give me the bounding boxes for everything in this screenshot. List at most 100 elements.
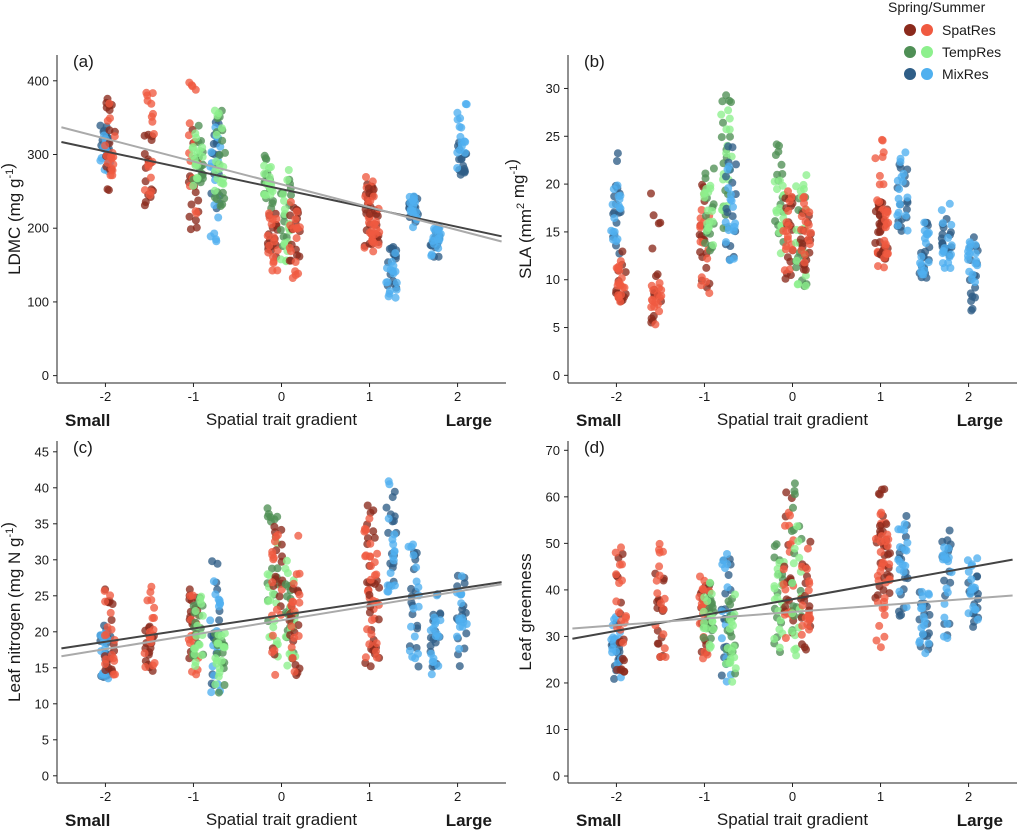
data-point-spatres-summer — [268, 578, 277, 587]
data-point-spatres-summer — [100, 586, 109, 595]
data-point-spatres-summer — [880, 632, 889, 641]
data-point-mixres-summer — [924, 639, 933, 648]
data-point-mixres-summer — [608, 200, 617, 209]
data-point-mixres-spring — [610, 674, 619, 683]
data-point-spatres-spring — [620, 656, 628, 665]
data-point-spatres-summer — [655, 539, 664, 548]
data-point-mixres-summer — [973, 554, 982, 563]
y-axis-title: SLA (mm2 mg-1) — [502, 159, 535, 279]
data-point-tempres-summer — [789, 559, 798, 568]
data-point-spatres-summer — [697, 206, 706, 214]
data-point-spatres-summer — [873, 196, 882, 205]
data-point-spatres-summer — [367, 630, 376, 639]
chart-panel-1: 0 5 10 15 20 25 30 -2 -1 0 1 2 Spatial trait gradien… — [502, 52, 1017, 430]
data-point-spatres-summer — [295, 598, 304, 607]
data-point-spatres-spring — [796, 235, 805, 244]
data-point-tempres-summer — [706, 642, 715, 651]
data-point-spatres-summer — [271, 670, 280, 679]
data-point-mixres-spring — [946, 578, 955, 587]
data-point-spatres-summer — [105, 99, 114, 108]
data-point-spatres-summer — [779, 565, 788, 574]
data-point-mixres-summer — [461, 137, 470, 146]
data-point-spatres-summer — [876, 643, 885, 652]
data-point-spatres-summer — [106, 591, 115, 600]
legend-swatch-summer — [921, 68, 933, 80]
data-point-mixres-summer — [384, 514, 393, 523]
y-tick-label: 15 — [546, 224, 560, 239]
data-point-spatres-summer — [879, 148, 888, 157]
x-tick-label: -1 — [188, 789, 200, 804]
data-point-spatres-spring — [875, 228, 884, 236]
data-point-spatres-spring — [277, 540, 286, 549]
data-point-spatres-spring — [877, 485, 886, 494]
data-point-spatres-spring — [806, 537, 815, 546]
data-point-mixres-summer — [430, 613, 439, 622]
data-point-mixres-summer — [729, 202, 737, 211]
data-point-spatres-summer — [370, 558, 379, 567]
data-point-mixres-summer — [944, 233, 953, 242]
data-point-spatres-summer — [287, 622, 296, 631]
data-point-mixres-summer — [216, 142, 225, 151]
data-point-mixres-spring — [613, 149, 622, 158]
x-tick-label: 0 — [789, 789, 796, 804]
data-point-spatres-summer — [287, 643, 296, 652]
data-point-tempres-spring — [215, 151, 224, 160]
data-point-spatres-summer — [647, 281, 656, 290]
data-point-spatres-summer — [366, 552, 375, 561]
data-point-tempres-summer — [722, 125, 731, 134]
data-point-mixres-summer — [461, 100, 470, 108]
data-point-tempres-spring — [218, 136, 227, 145]
data-point-tempres-summer — [700, 193, 709, 202]
regression-line-spring — [61, 140, 502, 238]
data-point-tempres-summer — [189, 143, 198, 151]
data-point-spatres-summer — [786, 511, 794, 520]
data-point-spatres-summer — [106, 608, 115, 617]
data-point-spatres-spring — [141, 198, 150, 206]
data-point-tempres-summer — [730, 653, 739, 662]
data-point-spatres-summer — [874, 262, 882, 271]
data-point-spatres-summer — [148, 614, 157, 622]
data-point-spatres-summer — [140, 186, 149, 195]
data-point-mixres-spring — [436, 609, 445, 618]
data-point-mixres-summer — [895, 587, 904, 596]
data-point-mixres-summer — [964, 567, 973, 576]
data-point-spatres-summer — [618, 576, 626, 585]
y-tick-label: 0 — [42, 368, 49, 383]
data-point-mixres-summer — [918, 630, 927, 639]
data-point-mixres-summer — [938, 259, 947, 268]
data-point-spatres-summer — [703, 254, 712, 263]
data-point-tempres-spring — [792, 263, 801, 272]
data-point-tempres-summer — [211, 680, 220, 689]
data-point-mixres-summer — [717, 634, 726, 643]
data-point-mixres-summer — [902, 603, 911, 612]
data-point-mixres-summer — [963, 556, 972, 565]
data-point-spatres-spring — [140, 131, 149, 140]
data-point-tempres-summer — [210, 186, 219, 195]
data-point-spatres-summer — [102, 630, 111, 639]
data-point-spatres-summer — [705, 289, 714, 298]
data-point-mixres-summer — [969, 602, 978, 611]
data-point-spatres-summer — [804, 235, 813, 244]
data-point-spatres-spring — [702, 263, 711, 272]
data-point-spatres-spring — [291, 661, 300, 669]
data-point-spatres-summer — [109, 153, 118, 162]
data-point-tempres-summer — [217, 632, 226, 640]
data-point-spatres-spring — [885, 589, 894, 598]
data-point-tempres-summer — [284, 166, 293, 174]
data-point-spatres-summer — [785, 265, 794, 274]
data-point-tempres-summer — [794, 280, 803, 288]
data-point-tempres-spring — [770, 542, 779, 551]
y-tick-label: 300 — [27, 147, 49, 162]
data-point-tempres-summer — [731, 664, 740, 673]
data-point-spatres-summer — [805, 579, 814, 588]
data-point-spatres-summer — [781, 634, 790, 642]
data-point-mixres-summer — [893, 221, 902, 230]
data-point-mixres-summer — [212, 235, 220, 244]
data-point-mixres-summer — [209, 577, 218, 586]
data-point-tempres-spring — [210, 193, 219, 202]
x-tick-label: 2 — [965, 789, 972, 804]
data-point-mixres-summer — [721, 218, 730, 227]
y-tick-label: 30 — [35, 552, 49, 567]
x-tick-label: 0 — [789, 389, 796, 404]
data-point-mixres-summer — [409, 540, 417, 549]
